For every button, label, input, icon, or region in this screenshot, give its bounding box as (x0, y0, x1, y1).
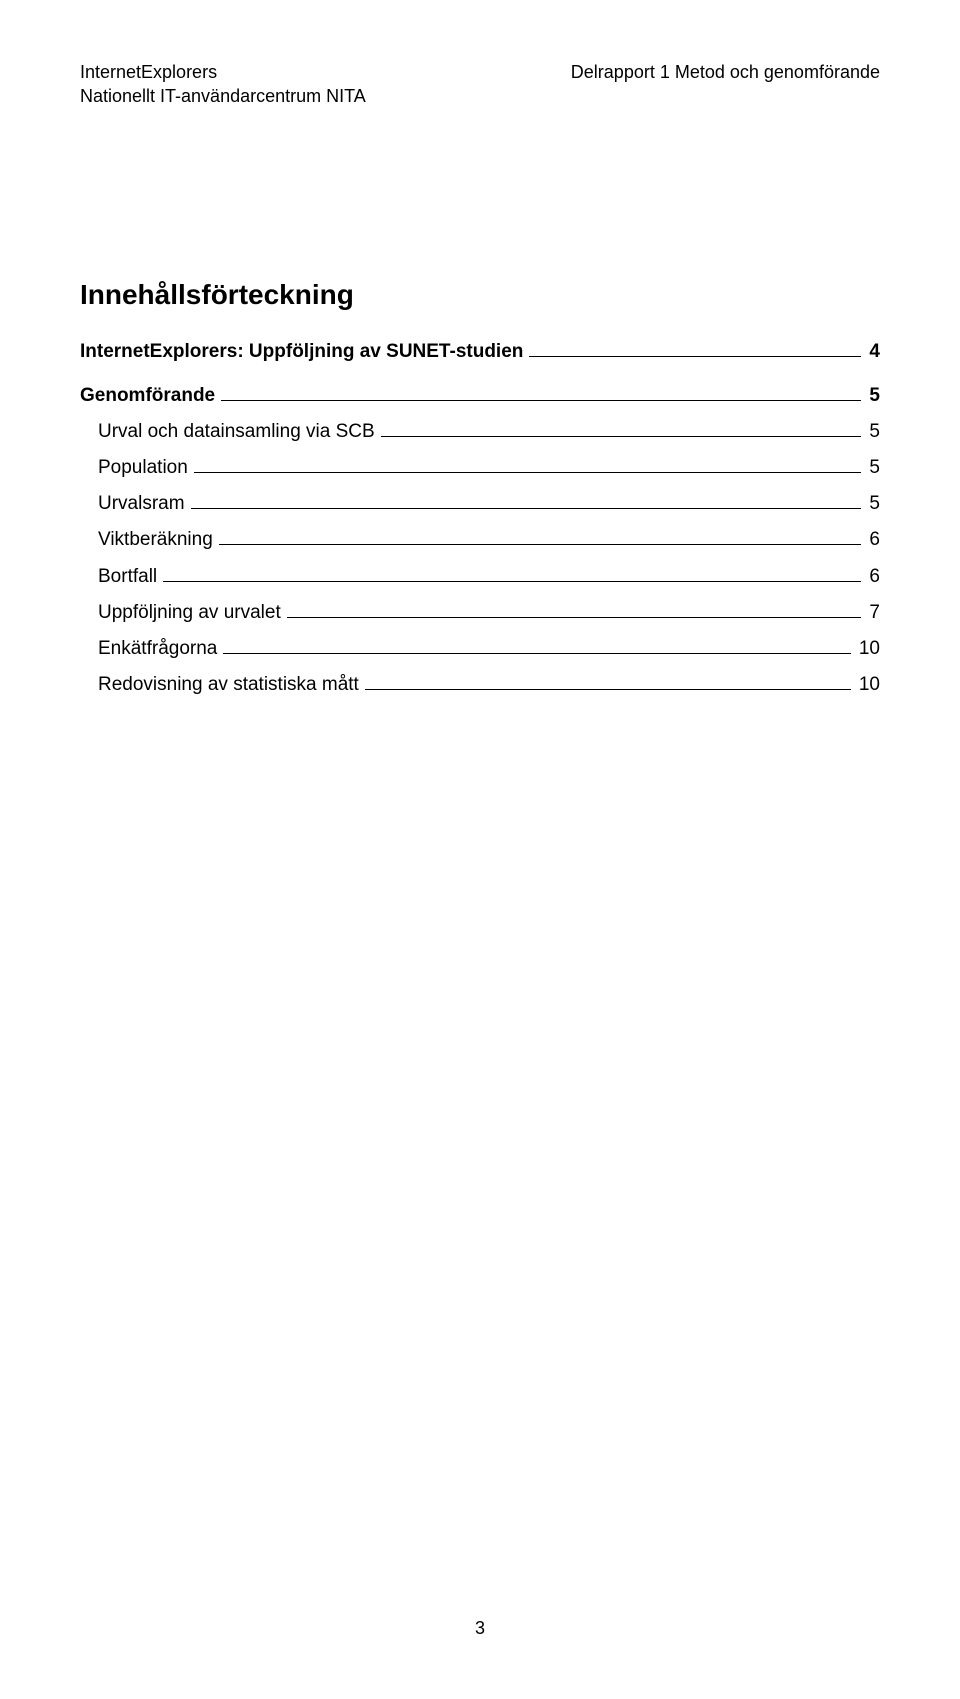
header-right: Delrapport 1 Metod och genomförande (571, 60, 880, 109)
toc-leader-line (365, 674, 851, 690)
toc-entry-page: 7 (865, 602, 880, 624)
toc-entry-page: 5 (865, 421, 880, 443)
toc-entry: Viktberäkning 6 (80, 529, 880, 551)
toc-entry: Urvalsram 5 (80, 493, 880, 515)
toc-entry: Redovisning av statistiska mått 10 (80, 674, 880, 696)
toc-leader-line (529, 341, 861, 357)
toc-leader-line (194, 457, 862, 473)
toc-entry-label: Urvalsram (80, 493, 185, 515)
toc-entry-page: 6 (865, 529, 880, 551)
toc-leader-line (219, 529, 862, 545)
toc-entry-page: 6 (865, 566, 880, 588)
toc-entry: InternetExplorers: Uppföljning av SUNET-… (80, 341, 880, 363)
toc-entry-label: InternetExplorers: Uppföljning av SUNET-… (80, 341, 523, 363)
toc-entry: Urval och datainsamling via SCB 5 (80, 421, 880, 443)
toc-entry-label: Population (80, 457, 188, 479)
toc-leader-line (287, 602, 862, 618)
toc-entry: Enkätfrågorna 10 (80, 638, 880, 660)
toc-entry-label: Genomförande (80, 385, 215, 407)
toc-entry-page: 5 (865, 385, 880, 407)
toc-leader-line (163, 565, 861, 581)
toc-entry-label: Redovisning av statistiska mått (80, 674, 359, 696)
toc-leader-line (381, 421, 862, 437)
toc-entry-page: 10 (855, 674, 880, 696)
toc-leader-line (191, 493, 862, 509)
toc-leader-line (221, 385, 861, 401)
toc-entry-label: Uppföljning av urvalet (80, 602, 281, 624)
toc-entry: Bortfall 6 (80, 565, 880, 587)
header-left: InternetExplorers Nationellt IT-användar… (80, 60, 366, 109)
toc-entry-page: 4 (865, 341, 880, 363)
header-right-line1: Delrapport 1 Metod och genomförande (571, 60, 880, 84)
toc-entry: Genomförande 5 (80, 385, 880, 407)
toc-entry-page: 5 (865, 493, 880, 515)
toc-leader-line (223, 638, 851, 654)
toc-entry-label: Bortfall (80, 566, 157, 588)
toc-entry-page: 5 (865, 457, 880, 479)
toc-list: InternetExplorers: Uppföljning av SUNET-… (80, 341, 880, 696)
toc-entry-label: Viktberäkning (80, 529, 213, 551)
page-header: InternetExplorers Nationellt IT-användar… (80, 60, 880, 109)
toc-entry-label: Enkätfrågorna (80, 638, 217, 660)
toc-entry: Uppföljning av urvalet 7 (80, 602, 880, 624)
header-left-line1: InternetExplorers (80, 60, 366, 84)
toc-entry-label: Urval och datainsamling via SCB (80, 421, 375, 443)
toc-title: Innehållsförteckning (80, 279, 880, 311)
header-left-line2: Nationellt IT-användarcentrum NITA (80, 84, 366, 108)
toc-entry-page: 10 (855, 638, 880, 660)
page-number: 3 (0, 1618, 960, 1639)
toc-entry: Population 5 (80, 457, 880, 479)
